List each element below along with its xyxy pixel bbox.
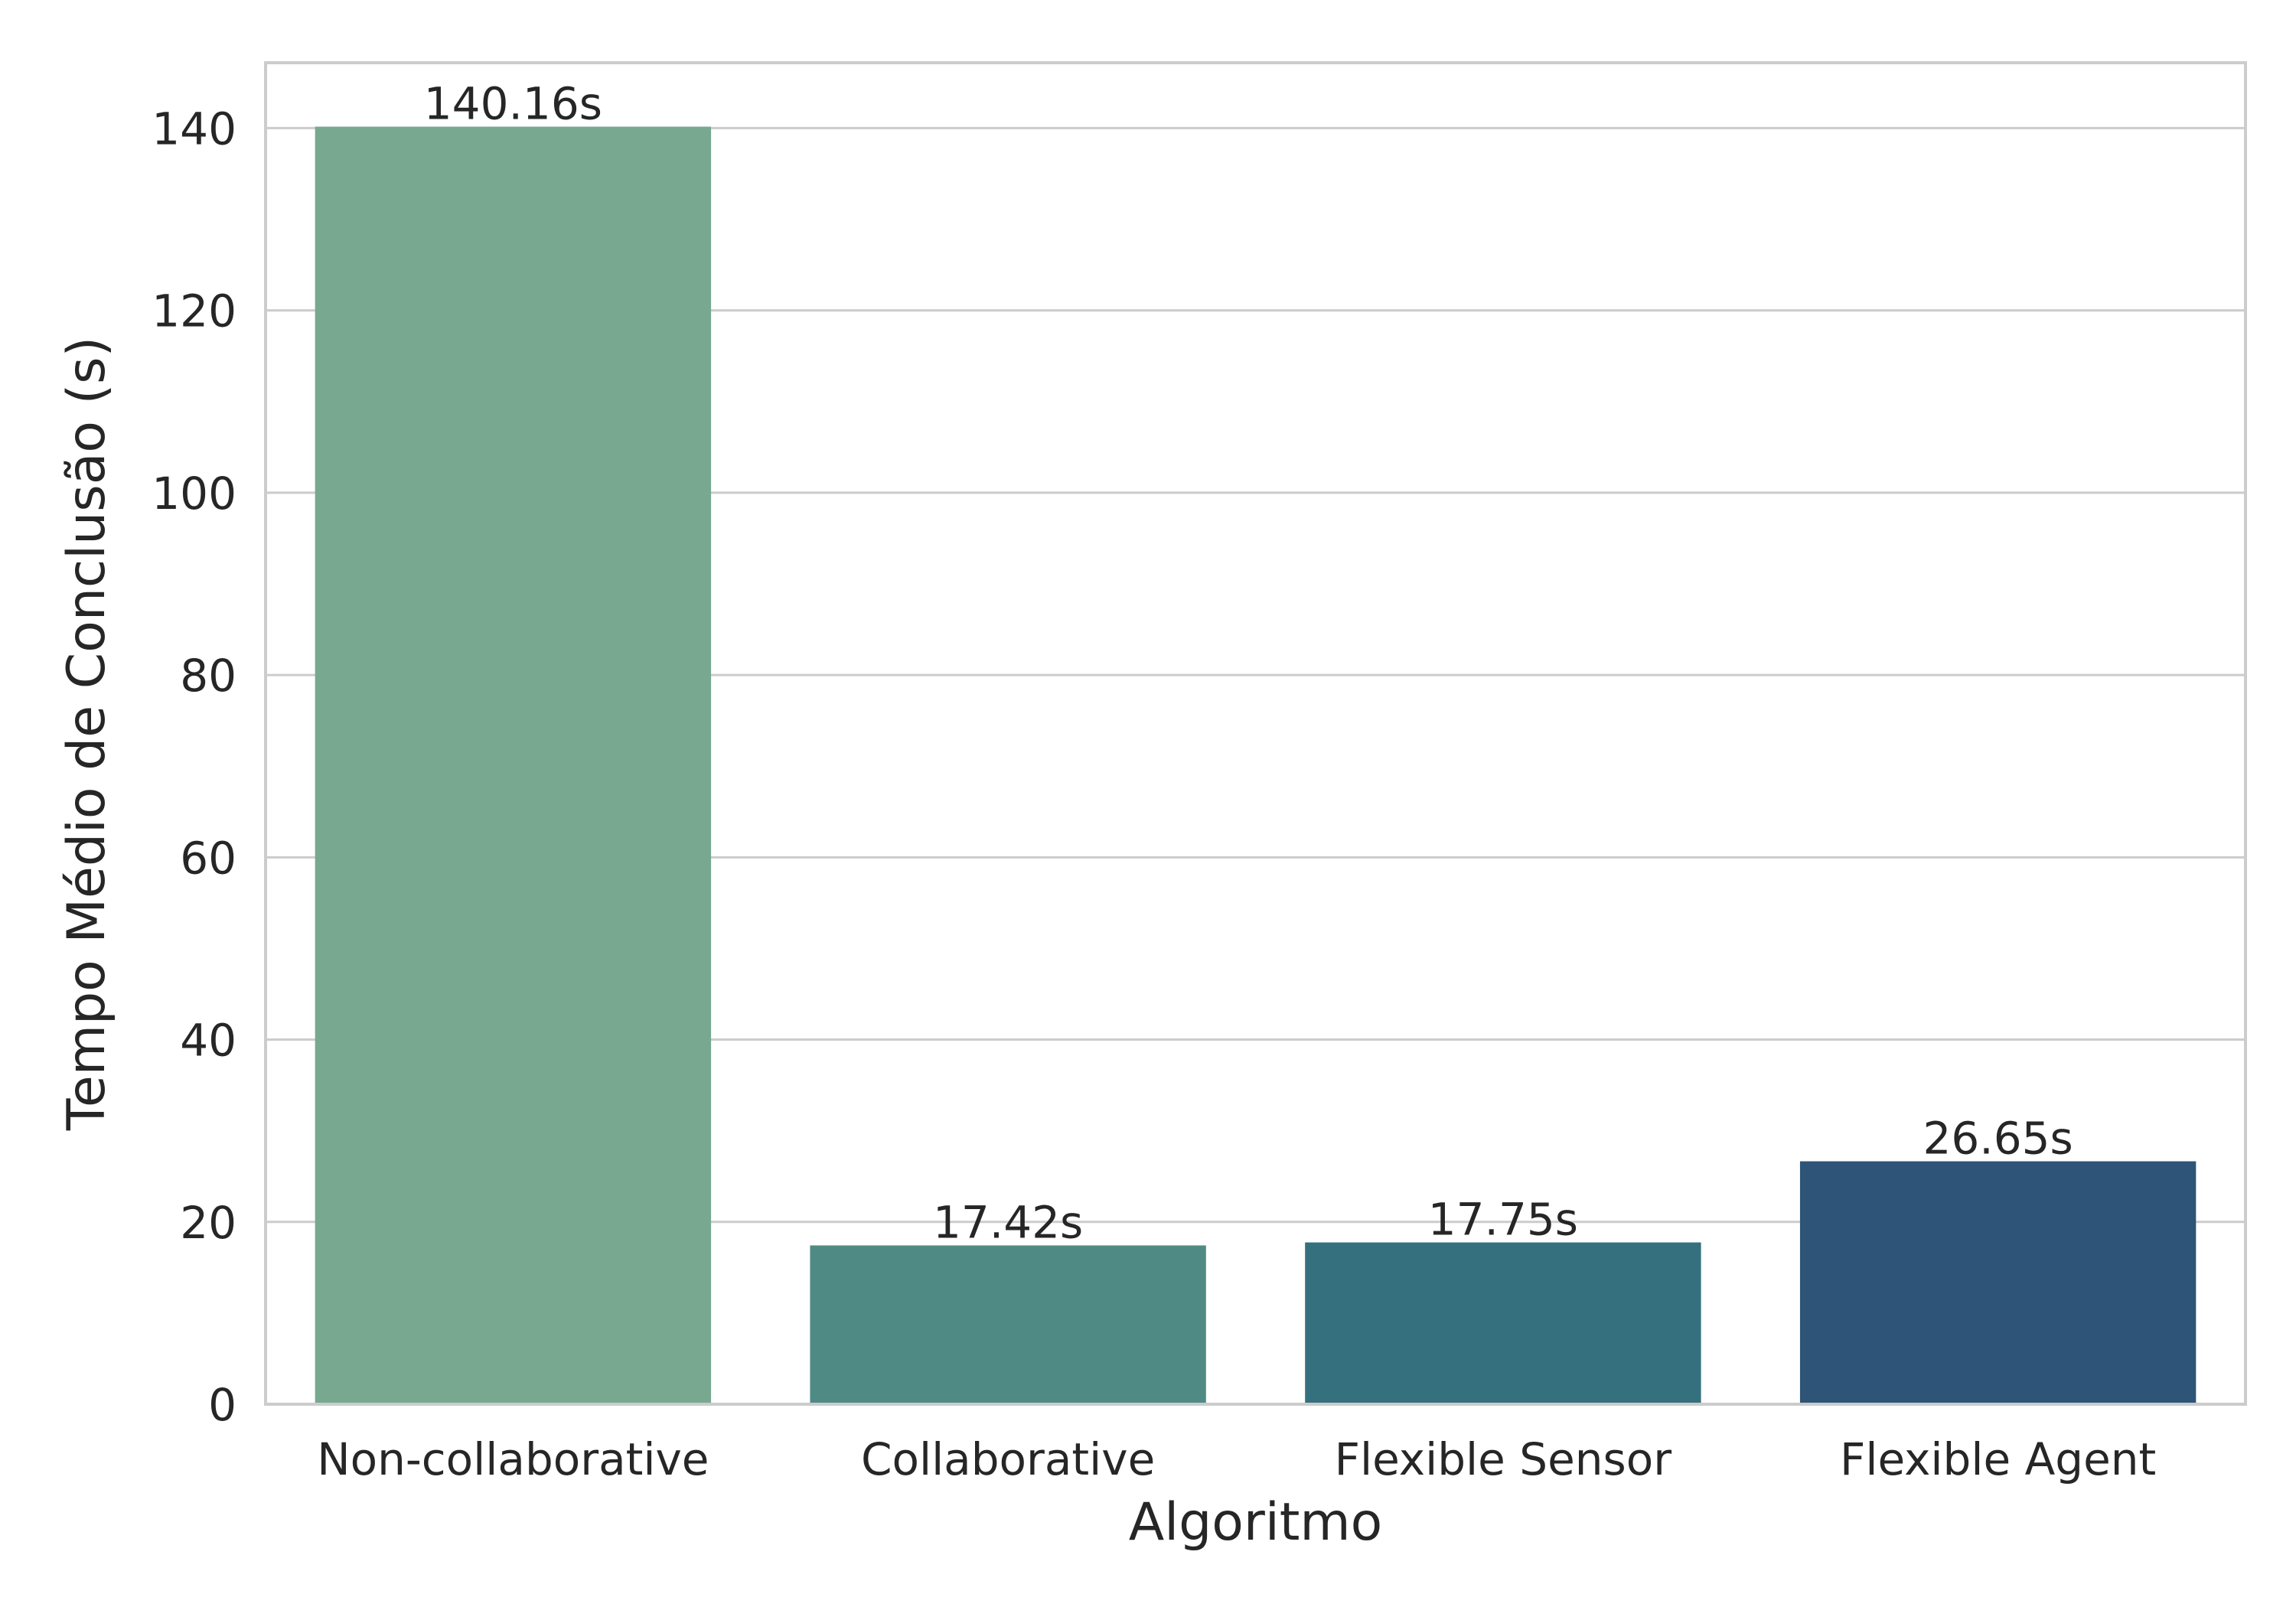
bar-value-label: 26.65s	[1923, 1113, 2073, 1165]
x-tick-label: Flexible Agent	[1840, 1433, 2156, 1485]
bars	[315, 126, 2197, 1404]
x-axis-ticks: Non-collaborative Collaborative Flexible S…	[317, 1433, 2156, 1485]
y-tick-label: 0	[208, 1379, 236, 1431]
x-tick-label: Flexible Sensor	[1335, 1433, 1672, 1485]
x-tick-label: Collaborative	[861, 1433, 1155, 1485]
bar-value-label: 140.16s	[424, 77, 602, 129]
y-tick-label: 140	[152, 103, 236, 155]
bar-value-label: 17.75s	[1428, 1194, 1578, 1246]
y-tick-label: 60	[180, 832, 236, 884]
y-axis-title: Tempo Médio de Conclusão (s)	[57, 337, 117, 1131]
y-tick-label: 40	[180, 1015, 236, 1067]
y-tick-label: 20	[180, 1197, 236, 1249]
y-axis-ticks: 0 20 40 60 80 100 120 140	[152, 103, 236, 1431]
x-tick-label: Non-collaborative	[317, 1433, 709, 1485]
x-axis-title: Algoritmo	[1129, 1492, 1383, 1553]
bar	[315, 126, 712, 1404]
bar	[810, 1245, 1206, 1404]
bar-value-label: 17.42s	[933, 1197, 1083, 1249]
data-labels: 140.16s 17.42s 17.75s 26.65s	[424, 77, 2073, 1248]
bar	[1305, 1242, 1701, 1404]
y-tick-label: 100	[152, 468, 236, 520]
plot-frame	[264, 61, 2247, 1406]
y-tick-label: 80	[180, 650, 236, 702]
y-tick-label: 120	[152, 285, 236, 337]
bar	[1799, 1161, 2197, 1404]
